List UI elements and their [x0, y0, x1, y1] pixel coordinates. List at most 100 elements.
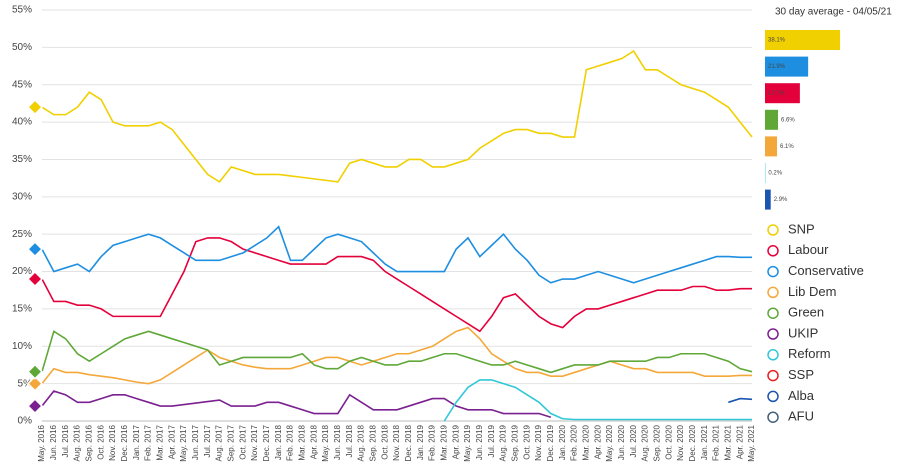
average-bar	[765, 83, 800, 104]
x-tick-label: May. 2019	[463, 424, 472, 461]
x-tick-label: May. 2017	[179, 424, 188, 461]
legend-label: Alba	[788, 388, 815, 403]
x-tick-label: Sep. 2019	[510, 424, 519, 461]
y-tick-label: 25%	[12, 229, 32, 240]
bar-title: 30 day average - 04/05/21	[775, 7, 892, 18]
x-tick-label: Mar. 2020	[581, 424, 590, 460]
x-tick-label: Nov. 2018	[392, 424, 401, 460]
y-tick-label: 50%	[12, 42, 32, 53]
average-bar	[765, 109, 779, 130]
series-line	[41, 237, 752, 333]
x-tick-label: Jan. 2019	[416, 424, 425, 460]
x-tick-label: Mar. 2021	[723, 424, 732, 460]
x-tick-label: Apr. 2017	[167, 424, 176, 459]
x-tick-label: May. 2021	[747, 424, 756, 461]
average-bar	[765, 30, 841, 50]
x-tick-label: Jun. 2020	[617, 424, 626, 460]
x-tick-label: Jun. 2019	[475, 424, 484, 460]
legend-marker	[767, 265, 779, 278]
series-line	[41, 330, 753, 374]
x-tick-label: Aug. 2019	[499, 424, 508, 461]
x-tick-label: Feb. 2021	[712, 424, 721, 461]
start-marker	[26, 375, 44, 392]
series-line	[41, 390, 552, 419]
x-tick-label: Nov. 2017	[250, 424, 259, 460]
legend-label: Green	[788, 305, 824, 320]
x-tick-label: Feb. 2019	[428, 424, 437, 461]
bar-label: 6.6%	[781, 117, 795, 123]
start-marker	[26, 363, 44, 380]
average-bar	[765, 136, 778, 157]
x-tick-label: May. 2016	[37, 424, 46, 461]
legend-label: UKIP	[788, 325, 818, 340]
series-line	[443, 379, 752, 422]
x-tick-label: Jun. 2016	[49, 424, 58, 460]
legend-marker	[767, 349, 779, 361]
x-tick-label: Nov. 2016	[108, 424, 117, 460]
x-tick-label: Nov. 2020	[676, 424, 685, 460]
x-tick-label: Jan. 2018	[274, 424, 283, 460]
x-tick-label: Aug. 2018	[357, 424, 366, 461]
y-tick-label: 15%	[12, 304, 32, 315]
legend-label: SSP	[788, 367, 814, 382]
x-tick-label: Dec. 2018	[404, 424, 413, 461]
legend-marker	[767, 369, 779, 382]
x-tick-label: Feb. 2018	[286, 424, 295, 461]
legend-marker	[767, 390, 779, 403]
x-tick-label: Mar. 2019	[439, 424, 448, 460]
x-tick-label: Oct. 2017	[238, 424, 247, 459]
x-tick-label: Oct. 2018	[380, 424, 389, 459]
y-tick-label: 35%	[12, 154, 32, 165]
x-tick-label: Oct. 2019	[522, 424, 531, 459]
y-tick-label: 20%	[12, 266, 32, 277]
bar-label: 0.2%	[768, 171, 782, 177]
y-tick-label: 0%	[18, 416, 33, 427]
series-line	[728, 397, 753, 404]
x-tick-label: May. 2020	[605, 424, 614, 461]
legend-label: Labour	[788, 242, 829, 257]
legend-marker	[767, 245, 779, 257]
y-tick-label: 5%	[18, 378, 33, 389]
x-tick-label: Aug. 2016	[73, 424, 82, 461]
y-tick-label: 55%	[12, 5, 32, 16]
legend-label: Conservative	[788, 263, 864, 278]
series-line	[41, 49, 753, 183]
x-tick-label: Sep. 2017	[226, 424, 235, 461]
legend-marker	[767, 411, 779, 423]
legend-label: Lib Dem	[788, 284, 836, 299]
start-marker	[26, 270, 44, 288]
bar-label: 21.9%	[768, 64, 786, 70]
legend-marker	[767, 307, 779, 319]
x-tick-label: Dec. 2019	[546, 424, 555, 461]
x-tick-label: Apr. 2020	[593, 424, 602, 459]
x-tick-label: Sep. 2016	[84, 424, 93, 461]
x-tick-label: Feb. 2020	[570, 424, 579, 461]
legend-label: SNP	[788, 221, 815, 236]
legend-marker	[767, 286, 779, 299]
y-tick-label: 40%	[12, 117, 32, 128]
start-marker	[26, 99, 44, 116]
x-tick-label: Aug. 2017	[215, 424, 224, 461]
bar-label: 17.7%	[768, 91, 786, 97]
x-tick-label: Oct. 2016	[96, 424, 105, 459]
x-tick-label: Apr. 2021	[735, 424, 744, 459]
legend-label: AFU	[788, 409, 814, 424]
bar-label: 2.9%	[774, 197, 788, 203]
series-line	[41, 225, 752, 284]
x-tick-label: Jul. 2018	[345, 424, 354, 457]
y-tick-label: 45%	[12, 79, 32, 90]
start-marker	[26, 241, 44, 258]
x-tick-label: Mar. 2018	[297, 424, 306, 460]
x-tick-label: Dec. 2020	[688, 424, 697, 461]
start-marker	[26, 397, 44, 415]
average-bar	[765, 56, 809, 77]
x-tick-label: Sep. 2018	[368, 424, 377, 461]
x-tick-label: Jan. 2020	[558, 424, 567, 460]
x-tick-label: Jul. 2019	[487, 424, 496, 457]
x-tick-label: Jul. 2016	[61, 424, 70, 457]
x-tick-label: Aug. 2020	[641, 424, 650, 461]
x-tick-label: Jan. 2017	[132, 424, 141, 460]
legend-label: Reform	[788, 346, 831, 361]
x-tick-label: Jan. 2021	[700, 424, 709, 460]
